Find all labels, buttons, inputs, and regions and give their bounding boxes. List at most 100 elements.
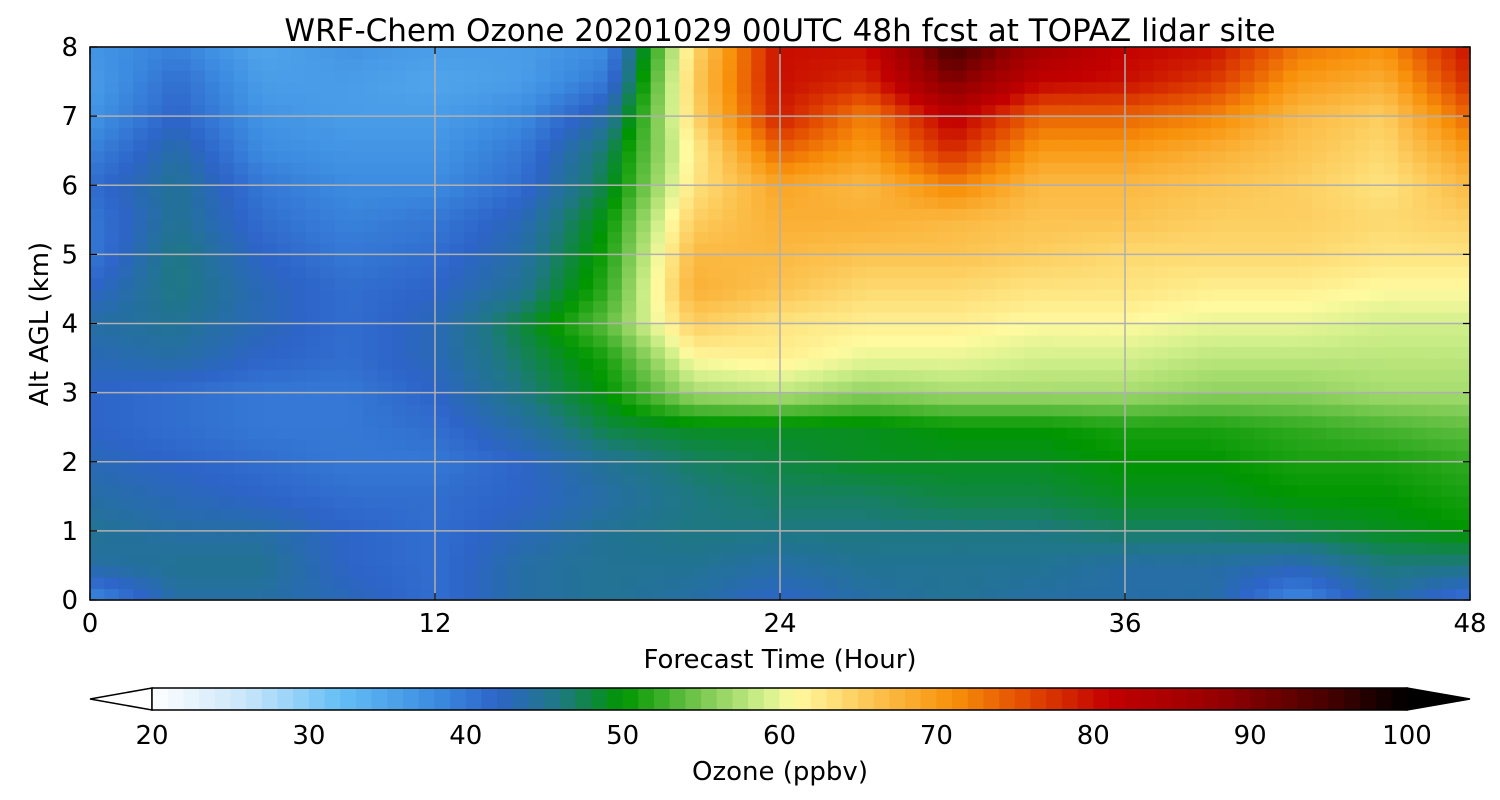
- heat-cell: [90, 208, 105, 221]
- heat-cell: [492, 346, 508, 359]
- heat-cell: [492, 576, 508, 590]
- heat-cell: [621, 565, 637, 578]
- heat-cell: [708, 358, 724, 371]
- heat-cell: [1081, 254, 1097, 267]
- heat-cell: [981, 185, 997, 198]
- heat-cell: [1326, 185, 1342, 198]
- heat-cell: [1168, 208, 1184, 221]
- heat-cell: [851, 116, 867, 129]
- heat-cell: [1038, 542, 1054, 555]
- heat-cell: [823, 162, 839, 175]
- heat-cell: [708, 81, 724, 94]
- heat-cell: [118, 116, 134, 129]
- heat-cell: [794, 242, 810, 255]
- heat-cell: [391, 576, 407, 590]
- heat-cell: [1096, 461, 1112, 474]
- heat-cell: [952, 496, 968, 509]
- heat-cell: [334, 265, 350, 279]
- heat-cell: [966, 553, 982, 567]
- heat-cell: [578, 254, 594, 267]
- heat-cell: [564, 265, 580, 279]
- heat-cell: [506, 116, 522, 129]
- heat-cell: [535, 311, 551, 325]
- heat-cell: [420, 277, 436, 290]
- heat-cell: [133, 438, 149, 451]
- heat-cell: [1067, 254, 1083, 267]
- heat-cell: [1211, 242, 1227, 255]
- heat-cell: [1240, 81, 1255, 94]
- heat-cell: [1340, 519, 1356, 532]
- heat-cell: [607, 104, 623, 117]
- heat-cell: [377, 150, 393, 163]
- heat-cell: [693, 196, 709, 209]
- heat-cell: [90, 70, 105, 83]
- heat-cell: [233, 323, 249, 336]
- heat-cell: [780, 265, 795, 279]
- heat-cell: [133, 576, 149, 590]
- heat-cell: [521, 300, 537, 313]
- heat-cell: [1211, 93, 1227, 106]
- heat-cell: [693, 265, 709, 279]
- heat-cell: [636, 496, 652, 509]
- heat-cell: [1297, 461, 1313, 474]
- heat-cell: [550, 450, 565, 463]
- heat-cell: [1168, 565, 1184, 578]
- heat-cell: [205, 369, 220, 382]
- heat-cell: [923, 553, 939, 567]
- heat-cell: [377, 588, 393, 600]
- heat-cell: [1053, 173, 1069, 186]
- heat-cell: [176, 415, 192, 428]
- heat-cell: [348, 392, 364, 405]
- heat-cell: [1340, 219, 1356, 232]
- heat-cell: [880, 185, 896, 198]
- heat-cell: [665, 530, 680, 543]
- heat-cell: [1311, 93, 1327, 106]
- heat-cell: [133, 265, 149, 279]
- heat-cell: [1240, 127, 1255, 140]
- heat-cell: [1426, 438, 1442, 451]
- heat-cell: [506, 542, 522, 555]
- heat-cell: [1096, 369, 1112, 382]
- heat-cell: [679, 323, 695, 336]
- heat-cell: [952, 588, 968, 600]
- heat-cell: [334, 588, 350, 600]
- heat-cell: [636, 242, 652, 255]
- heat-cell: [1398, 496, 1414, 509]
- heat-cell: [636, 311, 652, 325]
- heat-cell: [1240, 438, 1255, 451]
- heat-cell: [463, 277, 479, 290]
- heat-cell: [1211, 162, 1227, 175]
- heat-cell: [377, 484, 393, 497]
- heat-cell: [1398, 81, 1414, 94]
- heat-cell: [420, 254, 436, 267]
- heat-cell: [1096, 139, 1112, 152]
- heat-cell: [808, 116, 824, 129]
- heat-cell: [938, 392, 954, 405]
- heat-cell: [1412, 231, 1428, 244]
- heat-cell: [1196, 242, 1212, 255]
- heat-cell: [506, 576, 522, 590]
- heat-cell: [1125, 519, 1140, 532]
- heat-cell: [708, 265, 724, 279]
- heat-cell: [981, 81, 997, 94]
- heat-cell: [1441, 127, 1457, 140]
- heat-cell: [90, 300, 105, 313]
- heat-cell: [765, 139, 781, 152]
- heat-cell: [449, 415, 465, 428]
- heat-cell: [952, 93, 968, 106]
- heat-cell: [1383, 461, 1399, 474]
- heat-cell: [1153, 242, 1169, 255]
- heat-cell: [808, 311, 824, 325]
- heat-cell: [233, 81, 249, 94]
- heat-cell: [808, 565, 824, 578]
- heat-cell: [1441, 484, 1457, 497]
- heat-cell: [1125, 104, 1140, 117]
- heat-cell: [506, 300, 522, 313]
- heat-cell: [478, 542, 494, 555]
- heat-cell: [1398, 150, 1414, 163]
- heat-cell: [1110, 415, 1126, 428]
- heat-cell: [147, 473, 163, 486]
- heat-cell: [406, 127, 422, 140]
- heat-cell: [794, 254, 810, 267]
- heat-cell: [305, 335, 321, 348]
